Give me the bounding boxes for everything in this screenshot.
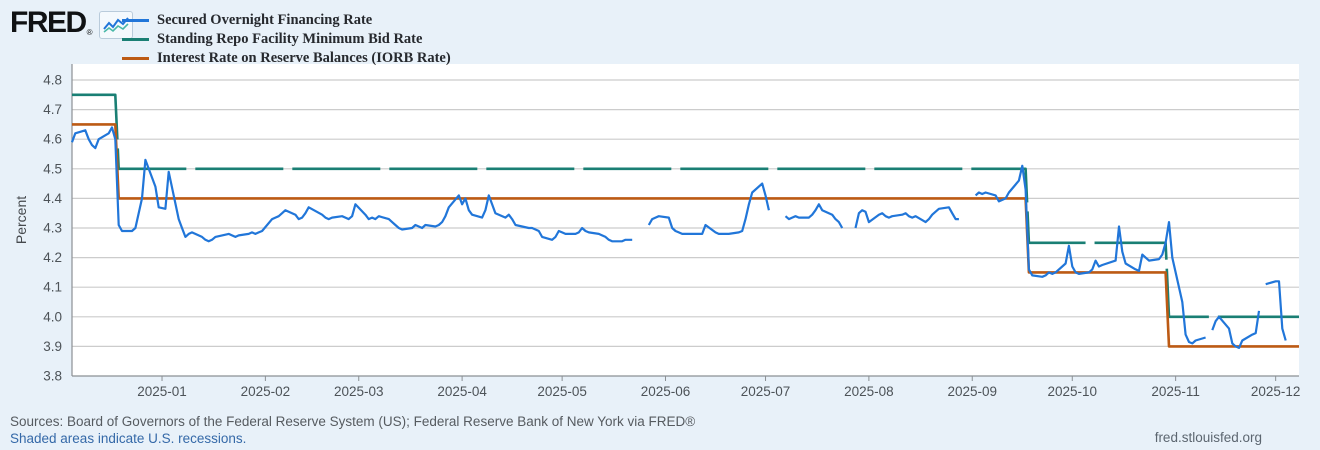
- y-tick-label: 4.5: [43, 161, 62, 176]
- y-tick-label: 4.6: [43, 132, 62, 147]
- sources-note: Sources: Board of Governors of the Feder…: [10, 414, 696, 429]
- series-line: [70, 126, 1287, 349]
- x-tick-label: 2025-02: [241, 384, 291, 399]
- y-tick-label: 3.8: [43, 369, 62, 384]
- fred-sparkline-icon: [98, 11, 133, 39]
- y-tick-label: 4.3: [43, 221, 62, 236]
- legend-label: Interest Rate on Reserve Balances (IORB …: [157, 50, 451, 66]
- legend-item: Standing Repo Facility Minimum Bid Rate: [122, 30, 451, 49]
- fred-site-link[interactable]: fred.stlouisfed.org: [1154, 430, 1262, 445]
- x-tick-label: 2025-09: [947, 384, 997, 399]
- y-tick-label: 4.2: [43, 250, 62, 265]
- x-tick-label: 2025-12: [1251, 384, 1301, 399]
- chart-legend: Secured Overnight Financing Rate Standing…: [122, 11, 451, 68]
- registered-mark: ®: [86, 28, 93, 37]
- legend-label: Standing Repo Facility Minimum Bid Rate: [157, 31, 423, 47]
- plot-background: [72, 64, 1299, 376]
- legend-item: Interest Rate on Reserve Balances (IORB …: [122, 49, 451, 68]
- x-tick-label: 2025-05: [537, 384, 587, 399]
- fred-logo[interactable]: FRED ®: [10, 8, 133, 39]
- chart-footer: Sources: Board of Governors of the Feder…: [10, 413, 695, 447]
- legend-swatch: [122, 19, 149, 22]
- y-tick-label: 4.8: [43, 73, 62, 88]
- y-tick-label: 4.0: [43, 309, 62, 324]
- legend-label: Secured Overnight Financing Rate: [157, 12, 373, 28]
- legend-swatch: [122, 38, 149, 41]
- x-tick-label: 2025-04: [437, 384, 487, 399]
- x-tick-label: 2025-06: [641, 384, 691, 399]
- y-tick-label: 4.4: [43, 191, 62, 206]
- x-tick-label: 2025-08: [844, 384, 894, 399]
- fred-logo-text: FRED: [10, 6, 87, 39]
- recessions-link[interactable]: Shaded areas indicate U.S. recessions.: [10, 431, 247, 446]
- x-tick-label: 2025-11: [1151, 384, 1200, 399]
- legend-swatch: [122, 57, 149, 60]
- x-tick-label: 2025-07: [741, 384, 791, 399]
- y-tick-label: 3.9: [43, 339, 62, 354]
- x-tick-label: 2025-01: [137, 384, 187, 399]
- series-line: [72, 93, 1299, 319]
- y-axis-title: Percent: [13, 196, 29, 244]
- y-tick-label: 4.1: [43, 280, 62, 295]
- y-tick-label: 4.7: [43, 102, 62, 117]
- x-tick-label: 2025-10: [1047, 384, 1097, 399]
- x-tick-label: 2025-03: [334, 384, 384, 399]
- legend-item: Secured Overnight Financing Rate: [122, 11, 451, 30]
